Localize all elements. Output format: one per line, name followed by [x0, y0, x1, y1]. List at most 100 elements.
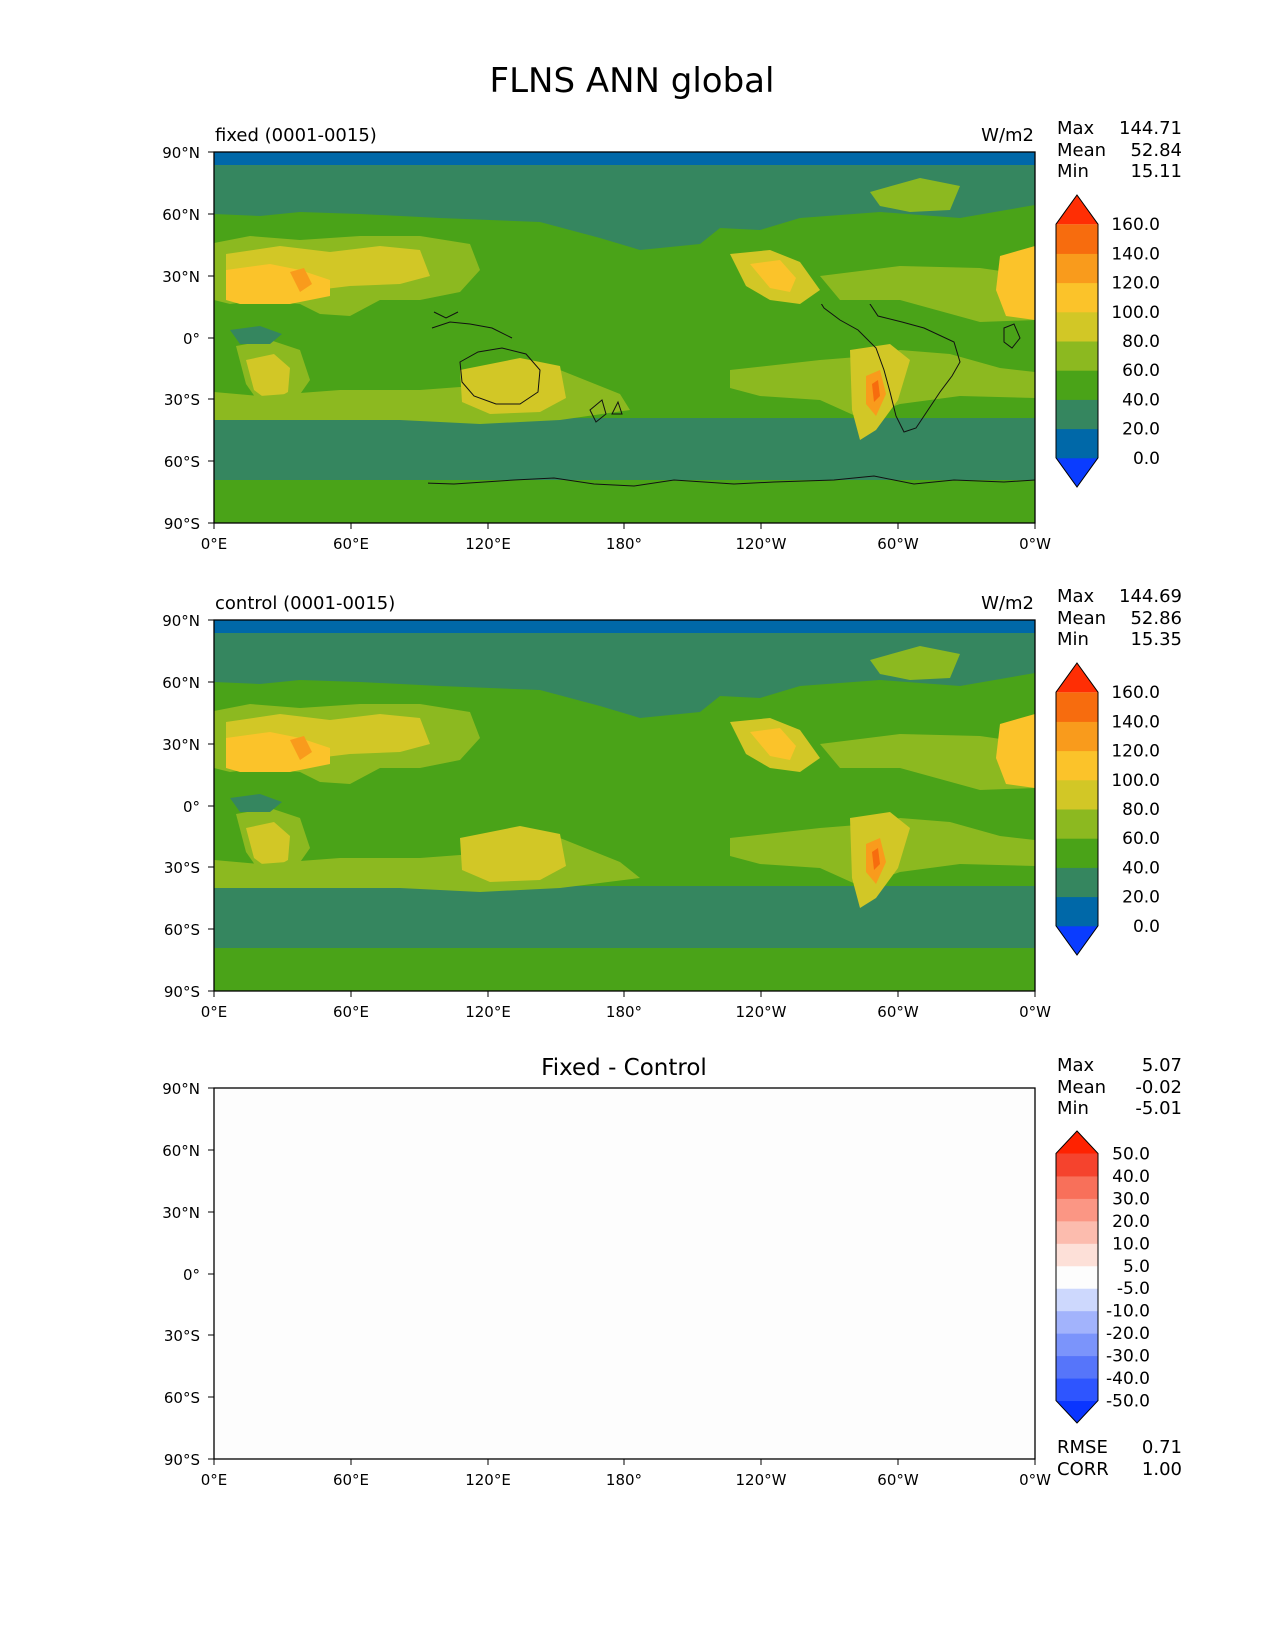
colorbar-tick-label: -10.0: [1106, 1302, 1150, 1322]
y-tick-label: 90°S: [164, 983, 200, 1001]
x-tick-label: 60°W: [877, 1471, 919, 1489]
x-tick-label: 60°W: [877, 535, 919, 553]
x-tick-label: 0°E: [201, 1471, 228, 1489]
colorbar-tick-label: 20.0: [1122, 420, 1160, 440]
stat-value: 144.71: [1119, 118, 1182, 139]
y-tick-label: 30°S: [164, 1327, 200, 1345]
x-tick-label: 60°E: [333, 1471, 369, 1489]
colorbar-tick-label: 10.0: [1112, 1234, 1150, 1254]
metric-value: 1.00: [1142, 1459, 1182, 1480]
colorbar-extend-high: [1056, 195, 1098, 225]
colorbar-tick-label: 0.0: [1133, 917, 1160, 937]
colorbar-swatch: [1056, 1378, 1098, 1402]
y-axis-control: 90°N 60°N 30°N 0° 30°S 60°S 90°S: [162, 612, 214, 1001]
y-tick-label: 30°S: [164, 859, 200, 877]
colorbar-tick-label: -50.0: [1106, 1392, 1150, 1412]
x-tick-label: 0°W: [1019, 535, 1051, 553]
x-tick-label: 180°: [606, 1471, 642, 1489]
colorbar-tick-label: 140.0: [1111, 244, 1160, 264]
y-tick-label: 60°N: [162, 1142, 200, 1160]
x-tick-label: 0°E: [201, 535, 228, 553]
stat-label: Max: [1057, 118, 1095, 139]
colorbar-tick-label: -20.0: [1106, 1324, 1150, 1344]
colorbar-tick-label: -30.0: [1106, 1347, 1150, 1367]
colorbar-tick-label: 100.0: [1111, 771, 1160, 791]
colorbar-swatch: [1056, 253, 1098, 284]
stat-label: Mean: [1057, 608, 1106, 629]
colorbar-tick-label: 20.0: [1122, 888, 1160, 908]
colorbar-swatch: [1056, 1355, 1098, 1379]
colorbar-extend-high: [1056, 663, 1098, 693]
stats-fixed: Max 144.71 Mean 52.84 Min 15.11: [1057, 118, 1182, 182]
colorbar-fixed: 0.0 20.0 40.0 60.0 80.0 100.0 120.0 140.0 160.0: [1055, 194, 1160, 488]
colorbar-tick-label: 140.0: [1111, 712, 1160, 732]
map-field-control: [214, 620, 1035, 991]
colorbar-swatch: [1056, 750, 1098, 781]
y-tick-label: 90°N: [162, 144, 200, 162]
colorbar-tick-label: 120.0: [1111, 742, 1160, 762]
stat-label: Mean: [1057, 140, 1106, 161]
x-tick-label: 60°E: [333, 1003, 369, 1021]
colorbar-tick-label: 30.0: [1112, 1189, 1150, 1209]
stats-control: Max 144.69 Mean 52.86 Min 15.35: [1057, 586, 1182, 650]
colorbar-tick-label: 80.0: [1122, 800, 1160, 820]
y-tick-label: 60°N: [162, 674, 200, 692]
y-tick-label: 30°N: [162, 736, 200, 754]
stat-value: 5.07: [1142, 1055, 1182, 1076]
y-tick-label: 60°N: [162, 206, 200, 224]
stat-value: 144.69: [1119, 586, 1182, 607]
figure-title: FLNS ANN global: [490, 61, 775, 101]
y-tick-label: 90°N: [162, 612, 200, 630]
colorbar-swatch: [1056, 311, 1098, 342]
colorbar-extend-low: [1056, 1400, 1098, 1423]
colorbar-tick-label: 40.0: [1112, 1167, 1150, 1187]
colorbar-swatch: [1056, 779, 1098, 810]
colorbar-extend-low: [1056, 457, 1098, 487]
map-field-difference: [214, 1088, 1035, 1459]
x-tick-label: 180°: [606, 535, 642, 553]
colorbar-swatch: [1056, 867, 1098, 898]
x-tick-label: 60°W: [877, 1003, 919, 1021]
x-tick-label: 120°E: [465, 1471, 511, 1489]
colorbar-control: 0.0 20.0 40.0 60.0 80.0 100.0 120.0 140.0 160.0: [1055, 662, 1160, 956]
colorbar-swatch: [1056, 721, 1098, 752]
colorbar-tick-label: 40.0: [1122, 858, 1160, 878]
y-tick-label: 90°S: [164, 1451, 200, 1469]
colorbar-swatch: [1056, 428, 1098, 459]
stat-value: 52.84: [1130, 140, 1182, 161]
x-tick-label: 120°W: [736, 1471, 787, 1489]
panel-control: 0°E 60°E 120°E 180° 120°W 60°W 0°W 90°N …: [162, 586, 1182, 1021]
colorbar-extend-high: [1056, 1131, 1098, 1154]
colorbar-outline: [1055, 662, 1099, 956]
x-tick-label: 0°E: [201, 1003, 228, 1021]
x-axis-fixed: 0°E 60°E 120°E 180° 120°W 60°W 0°W: [201, 523, 1051, 553]
colorbar-swatch: [1056, 1175, 1098, 1199]
panel-left-title: fixed (0001-0015): [215, 125, 377, 146]
metric-label: CORR: [1057, 1459, 1109, 1480]
colorbar-tick-label: 20.0: [1112, 1212, 1150, 1232]
metric-label: RMSE: [1057, 1437, 1108, 1458]
x-axis-control: 0°E 60°E 120°E 180° 120°W 60°W 0°W: [201, 991, 1051, 1021]
colorbar-swatch: [1056, 399, 1098, 430]
colorbar-tick-label: 160.0: [1111, 215, 1160, 235]
colorbar-swatch: [1056, 692, 1098, 722]
y-tick-label: 30°N: [162, 268, 200, 286]
stat-label: Max: [1057, 1055, 1095, 1076]
panel-difference: 0°E 60°E 120°E 180° 120°W 60°W 0°W 90°N …: [162, 1055, 1182, 1489]
colorbar-outline: [1055, 194, 1099, 488]
map-field-fixed: [214, 152, 1035, 523]
colorbar-swatch: [1056, 1198, 1098, 1222]
colorbar-swatch: [1056, 838, 1098, 868]
y-tick-label: 0°: [183, 330, 200, 348]
y-tick-label: 60°S: [164, 921, 200, 939]
stat-label: Min: [1057, 1098, 1089, 1119]
colorbar-tick-label: 40.0: [1122, 390, 1160, 410]
colorbar-swatch: [1056, 1333, 1098, 1357]
x-tick-label: 0°W: [1019, 1003, 1051, 1021]
colorbar-swatch: [1056, 809, 1098, 839]
colorbar-tick-label: 60.0: [1122, 361, 1160, 381]
stat-label: Min: [1057, 629, 1089, 650]
stat-label: Max: [1057, 586, 1095, 607]
metrics-difference: RMSE 0.71 CORR 1.00: [1057, 1437, 1182, 1480]
